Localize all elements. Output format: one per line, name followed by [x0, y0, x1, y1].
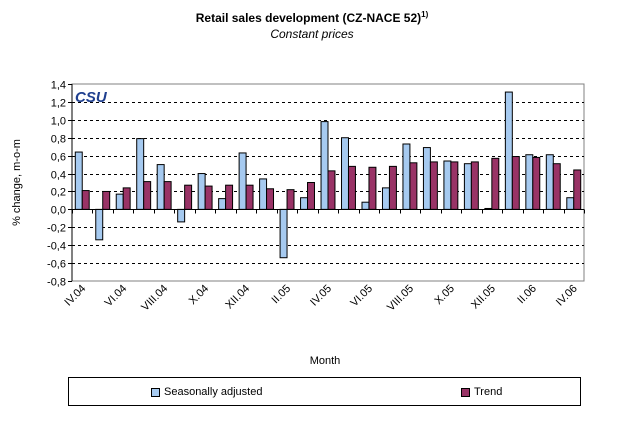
bar-seasonally-adjusted-XI.04: [218, 198, 227, 210]
y-tick-label: -0,4: [47, 241, 66, 253]
chart-title: Retail sales development (CZ-NACE 52)1): [195, 10, 429, 25]
legend-label: Trend: [474, 386, 503, 398]
y-tick-label: 0,2: [51, 187, 66, 199]
bar-trend-VII.05: [388, 165, 397, 210]
bar-seasonally-adjusted-VII.04: [136, 138, 145, 210]
y-tick-label: 0,8: [51, 134, 66, 146]
y-tick-label: 0,4: [51, 170, 66, 182]
y-tick-label: 1,0: [51, 116, 66, 128]
bar-trend-II.05: [286, 189, 295, 210]
y-tick-label: 0,6: [51, 152, 66, 164]
bar-trend-XII.05: [491, 157, 500, 210]
x-tick-label: IV.05: [308, 283, 334, 309]
bar-seasonally-adjusted-IV.06: [566, 197, 575, 210]
y-tick-label: -0,6: [47, 259, 66, 271]
x-tick-label: VIII.04: [139, 283, 170, 314]
bar-trend-IX.04: [184, 184, 193, 210]
bar-seasonally-adjusted-VI.05: [361, 201, 370, 210]
bar-trend-VI.04: [122, 187, 131, 210]
bar-trend-IX.05: [429, 161, 438, 210]
y-tick-label: 1,4: [51, 80, 66, 92]
x-tick-label: IV.04: [62, 283, 88, 309]
x-tick-label: VI.05: [348, 283, 375, 310]
legend: Seasonally adjusted Trend: [68, 377, 581, 406]
y-tick-label: -0,2: [47, 223, 66, 235]
bar-seasonally-adjusted-VII.05: [381, 187, 390, 210]
bar-seasonally-adjusted-I.06: [504, 91, 513, 210]
bar-seasonally-adjusted-XI.05: [463, 163, 472, 210]
x-tick-label: X.04: [187, 283, 211, 307]
bar-seasonally-adjusted-V.05: [341, 137, 349, 210]
x-tick-label: XII.05: [469, 283, 498, 312]
bar-trend-X.04: [204, 185, 213, 210]
chart-subtitle: Constant prices: [270, 27, 354, 41]
bar-seasonally-adjusted-III.06: [545, 154, 554, 210]
bar-seasonally-adjusted-VI.04: [115, 193, 124, 210]
x-tick-label: IV.06: [554, 283, 580, 309]
legend-item-trend: Trend: [461, 386, 502, 398]
bar-trend-XII.04: [245, 184, 254, 210]
bar-seasonally-adjusted-VIII.05: [402, 143, 411, 210]
x-axis-label: Month: [310, 355, 341, 367]
bar-seasonally-adjusted-XII.04: [238, 152, 247, 210]
y-tick-label: 1,2: [51, 98, 66, 110]
bar-seasonally-adjusted-IX.05: [422, 147, 431, 210]
bar-seasonally-adjusted-IV.05: [320, 121, 329, 210]
bar-trend-V.04: [102, 190, 111, 210]
bar-trend-XI.05: [470, 161, 479, 210]
bar-trend-VIII.05: [409, 162, 418, 210]
bar-trend-I.06: [511, 156, 520, 210]
bar-seasonally-adjusted-IV.04: [74, 151, 83, 210]
bar-trend-III.06: [552, 163, 561, 210]
bar-trend-II.06: [532, 156, 541, 210]
bar-seasonally-adjusted-IX.04: [177, 208, 186, 223]
x-tick-label: II.05: [270, 283, 294, 307]
y-tick-label: 0,0: [51, 205, 66, 217]
x-tick-label: XII.04: [223, 283, 252, 312]
bar-trend-I.05: [266, 188, 275, 210]
bar-seasonally-adjusted-II.06: [525, 154, 534, 210]
legend-swatch: [461, 387, 470, 397]
x-tick-label: VI.04: [103, 283, 130, 310]
bar-trend-IV.05: [327, 170, 336, 210]
bar-seasonally-adjusted-II.05: [279, 208, 288, 259]
x-tick-label: II.06: [515, 283, 539, 307]
bar-seasonally-adjusted-X.05: [443, 160, 452, 210]
bar-seasonally-adjusted-X.04: [197, 173, 206, 210]
bar-trend-VII.04: [143, 181, 152, 210]
bar-trend-IV.06: [573, 169, 582, 210]
bar-trend-V.05: [347, 165, 356, 210]
bar-seasonally-adjusted-III.05: [300, 197, 309, 210]
legend-item-seasonally-adjusted: Seasonally adjusted: [151, 386, 262, 398]
bar-seasonally-adjusted-I.05: [259, 178, 268, 210]
csu-logo: CSU: [75, 89, 108, 106]
bar-seasonally-adjusted-V.04: [95, 208, 104, 241]
bar-trend-IV.04: [81, 190, 90, 210]
bar-seasonally-adjusted-VIII.04: [156, 164, 165, 210]
y-axis-label: % change, m-o-m: [11, 139, 23, 226]
bar-trend-X.05: [450, 161, 459, 210]
y-tick-label: -0,8: [47, 277, 66, 289]
legend-swatch: [151, 387, 160, 397]
bar-trend-XI.04: [225, 184, 234, 210]
bar-trend-VI.05: [368, 166, 377, 210]
bar-trend-VIII.04: [163, 181, 172, 210]
x-tick-label: VIII.05: [385, 283, 416, 314]
x-tick-label: X.05: [433, 283, 457, 307]
legend-label: Seasonally adjusted: [164, 386, 263, 398]
bar-trend-III.05: [307, 182, 315, 210]
